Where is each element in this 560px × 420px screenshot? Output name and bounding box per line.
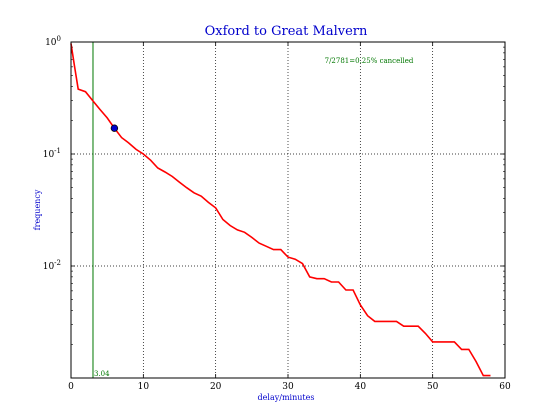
x-tick-labels: 0 10 20 30 40 50 60 — [68, 382, 511, 392]
data-point-marker — [110, 124, 119, 132]
median-delay-label: 3.04 — [94, 370, 110, 378]
grid-lines — [71, 42, 505, 378]
y-axis-label: frequency — [33, 189, 42, 230]
x-tick-label: 40 — [355, 382, 367, 392]
cancellation-annotation: 7/2781=0.25% cancelled — [325, 57, 414, 65]
x-tick-label: 50 — [427, 382, 439, 392]
x-tick-label: 30 — [282, 382, 294, 392]
x-tick-label: 60 — [499, 382, 511, 392]
chart-title: Oxford to Great Malvern — [205, 24, 368, 39]
y-tick-label: 10-1 — [43, 147, 61, 160]
y-tick-labels: 10-2 10-1 100 — [43, 35, 61, 272]
series-line — [70, 43, 491, 377]
x-axis-label: delay/minutes — [258, 393, 315, 402]
y-tick-label: 10-2 — [43, 259, 61, 272]
plot-frame — [70, 41, 506, 379]
x-tick-label: 20 — [210, 382, 222, 392]
y-tick-label: 100 — [45, 35, 61, 48]
x-tick-label: 10 — [138, 382, 150, 392]
x-tick-label: 0 — [68, 382, 74, 392]
